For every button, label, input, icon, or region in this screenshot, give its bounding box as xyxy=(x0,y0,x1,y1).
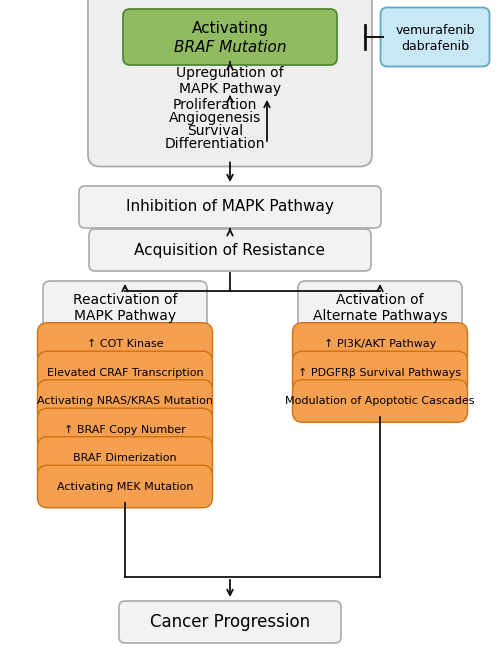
Text: ↑ BRAF Copy Number: ↑ BRAF Copy Number xyxy=(64,424,186,434)
Text: BRAF Dimerization: BRAF Dimerization xyxy=(73,453,177,463)
Text: MAPK Pathway: MAPK Pathway xyxy=(179,82,281,96)
Text: Upregulation of: Upregulation of xyxy=(176,66,284,80)
FancyBboxPatch shape xyxy=(123,9,337,65)
FancyBboxPatch shape xyxy=(38,352,212,394)
FancyBboxPatch shape xyxy=(38,380,212,422)
Text: ↑ PI3K/AKT Pathway: ↑ PI3K/AKT Pathway xyxy=(324,339,436,349)
Text: BRAF Mutation: BRAF Mutation xyxy=(174,40,286,54)
Text: vemurafenib: vemurafenib xyxy=(395,23,474,36)
Text: Reactivation of: Reactivation of xyxy=(73,293,177,307)
Text: Proliferation: Proliferation xyxy=(173,98,257,112)
Text: Angiogenesis: Angiogenesis xyxy=(169,111,261,125)
Text: Cancer Progression: Cancer Progression xyxy=(150,613,310,631)
FancyBboxPatch shape xyxy=(88,0,372,167)
Text: Differentiation: Differentiation xyxy=(165,137,265,151)
Text: Inhibition of MAPK Pathway: Inhibition of MAPK Pathway xyxy=(126,199,334,214)
FancyBboxPatch shape xyxy=(119,601,341,643)
Text: ↑ PDGFRβ Survival Pathways: ↑ PDGFRβ Survival Pathways xyxy=(298,367,462,377)
Text: MAPK Pathway: MAPK Pathway xyxy=(74,309,176,323)
Text: Modulation of Apoptotic Cascades: Modulation of Apoptotic Cascades xyxy=(285,396,475,406)
FancyBboxPatch shape xyxy=(43,281,207,333)
FancyBboxPatch shape xyxy=(38,437,212,479)
Text: ↑ COT Kinase: ↑ COT Kinase xyxy=(86,339,164,349)
FancyBboxPatch shape xyxy=(292,380,468,422)
Text: Elevated CRAF Transcription: Elevated CRAF Transcription xyxy=(46,367,203,377)
FancyBboxPatch shape xyxy=(79,186,381,228)
Text: Activating NRAS/KRAS Mutation: Activating NRAS/KRAS Mutation xyxy=(37,396,213,406)
Text: Acquisition of Resistance: Acquisition of Resistance xyxy=(134,242,326,258)
FancyBboxPatch shape xyxy=(380,7,490,66)
FancyBboxPatch shape xyxy=(38,465,212,508)
FancyBboxPatch shape xyxy=(38,408,212,451)
FancyBboxPatch shape xyxy=(292,323,468,365)
Text: Activation of: Activation of xyxy=(336,293,424,307)
Text: Activating MEK Mutation: Activating MEK Mutation xyxy=(57,481,193,491)
Text: dabrafenib: dabrafenib xyxy=(401,40,469,52)
Text: Survival: Survival xyxy=(187,124,243,138)
FancyBboxPatch shape xyxy=(89,229,371,271)
Text: Alternate Pathways: Alternate Pathways xyxy=(312,309,448,323)
FancyBboxPatch shape xyxy=(292,352,468,394)
FancyBboxPatch shape xyxy=(298,281,462,333)
FancyBboxPatch shape xyxy=(38,323,212,365)
Text: Activating: Activating xyxy=(192,21,268,36)
